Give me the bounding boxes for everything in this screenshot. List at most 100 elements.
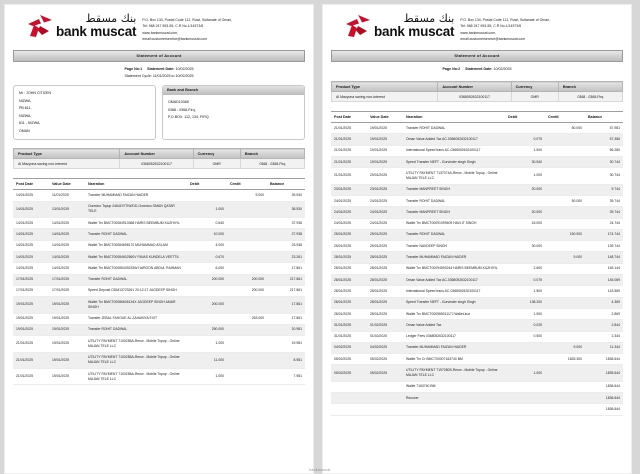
table-row: 19/01/2025 19/01/2025 Transfer ROHIT DADWA… [13, 324, 305, 337]
cell-balance: 27.938 [267, 228, 305, 241]
table-row: 28/01/2025 28/01/2025 Wallet Trx BMCT00094… [331, 263, 623, 276]
table-row: 14/01/2025 14/01/2025 Wallet Trx BMCT00085… [13, 262, 305, 275]
table-row: 17/01/2025 17/01/2025 Transfer ROHIT DADWA… [13, 274, 305, 286]
cell-value-date: 19/01/2025 [367, 156, 403, 169]
cell-debit: 0.075 [505, 133, 545, 146]
cell-narration: Ledger Fees 0368052632100117 [403, 331, 505, 343]
cell-value-date: 23/01/2025 [367, 184, 403, 196]
cell-post-date: 31/01/2025 [331, 319, 367, 332]
cell-post-date: 14/01/2025 [13, 217, 49, 230]
cell-narration: UTILITY PAYMENT 7100285A-Renw - Mobile T… [85, 368, 187, 386]
cell-debit: 2.600 [505, 263, 545, 276]
col-account-number: Account Number [437, 81, 512, 93]
cell-credit [545, 167, 585, 185]
cell-debit: 1.500 [505, 145, 545, 157]
cell-credit [227, 296, 267, 314]
transactions-body-page-2: 21/01/2025 19/01/2025 Transfer ROHIT DADWA… [331, 122, 623, 416]
cell-narration: UTILITY PAYMENT 7100285A-Renw - Mobile T… [85, 352, 187, 369]
cell-debit: 1.000 [187, 201, 227, 219]
product-summary-table-2: Product Type Account Number Currency Bra… [330, 81, 624, 103]
cell-balance: 11.344 [585, 342, 623, 355]
branch-line-3: P.O.BOX: 112, 134, FIRQ [168, 115, 209, 120]
cell-narration: Recover [403, 392, 505, 405]
cell-credit [545, 381, 585, 394]
cell-debit: 200.000 [187, 274, 227, 286]
cell-balance: 30.744 [585, 167, 623, 185]
logo-english: bank muscat [56, 24, 137, 39]
cell-value-date: 17/01/2025 [49, 285, 85, 298]
bank-branch-lines: OMAD10368 0368 - 0368-Firq, P.O.BOX: 112… [163, 95, 304, 126]
cell-balance: 217.861 [267, 274, 305, 286]
cell-post-date: 14/01/2025 [13, 251, 49, 264]
cell-debit [505, 122, 545, 135]
logo-text-2: بنك مسقط bank muscat [374, 13, 455, 39]
table-row: 21/01/2025 19/01/2025 Oman Value Added Tax… [331, 133, 623, 146]
customer-line-6: OMAN [19, 128, 30, 133]
cell-balance: 1835.644 [585, 364, 623, 382]
cell-post-date: 04/02/2025 [331, 342, 367, 355]
statement-date-value: 10/02/2025 [493, 66, 512, 71]
cell-debit: 1.000 [187, 335, 227, 353]
cell-credit [545, 331, 585, 343]
cell-debit: 138.200 [505, 297, 545, 309]
table-row: 05/02/2025 05/02/2025 Wallet Trx Cr BMCT00… [331, 353, 623, 366]
col-credit: Credit [545, 111, 585, 124]
cell-value-date: 25/01/2025 [367, 240, 403, 253]
cell-post-date: 19/01/2025 [13, 313, 49, 325]
cell-balance: 17.861 [267, 296, 305, 314]
cell-balance: 1836.644 [585, 392, 623, 405]
cell-value-date: 14/01/2025 [49, 251, 85, 264]
cell-value-date: 24/01/2025 [367, 195, 403, 208]
cell-value-date: 05/02/2025 [367, 353, 403, 366]
cell-account-number: 0368052632100117 [119, 158, 194, 170]
cell-balance: 56.280 [585, 145, 623, 157]
cell-post-date: 14/01/2025 [13, 240, 49, 252]
cell-balance: 145.144 [585, 263, 623, 276]
table-row: 28/01/2025 28/01/2025 Speed Transfer NEFT … [331, 297, 623, 309]
cell-value-date: 14/01/2025 [49, 240, 85, 252]
col-post-date: Post Date [331, 111, 367, 124]
cell-post-date: 21/01/2025 [331, 145, 367, 157]
cell-value-date: 13/01/2025 [49, 201, 85, 219]
contact-line-3: www.bankmuscat.com, [142, 30, 179, 35]
customer-line-5: 611 - NIZWA, [19, 121, 41, 126]
table-row: 14/01/2025 14/01/2025 Wallet Trx BMCT00084… [13, 217, 305, 230]
cell-value-date: 28/01/2025 [367, 263, 403, 276]
cell-balance: 39.530 [267, 189, 305, 202]
cell-balance: 8.981 [267, 352, 305, 369]
bank-contact-block: P.O. Box 134, Postal Code 112, Ruwi, Sul… [142, 13, 305, 43]
cell-narration: Wallet Trx BMCT00085439233W HAROON ABDUL… [85, 262, 187, 275]
branch-line-2: 0368 - 0368-Firq, [168, 107, 196, 112]
cell-narration: Wallet Trx Cr BMCT00007163740 BM [403, 353, 505, 366]
cell-debit: 1.500 [505, 285, 545, 298]
cell-post-date: 21/01/2025 [13, 368, 49, 386]
table-row: 31/01/2025 01/02/2025 Oman Value Added Tax… [331, 319, 623, 332]
table-row: 04/02/2025 04/02/2025 Transfer MUHAMMAD FA… [331, 342, 623, 355]
cell-debit: 30.000 [505, 240, 545, 253]
statement-title-band-2: Statement of Account [331, 49, 623, 62]
cell-value-date: 24/01/2025 [367, 206, 403, 219]
cell-narration: Wallet 7163740 BM [403, 381, 505, 394]
statement-cycle-label: Statement Cycle: [124, 74, 152, 79]
cell-debit: 0.075 [505, 274, 545, 287]
table-row: 24/01/2025 24/01/2025 Transfer MANPREET SI… [331, 206, 623, 219]
table-row: 28/01/2025 28/01/2025 International Speed … [331, 285, 623, 298]
cell-narration: Transfer JEBAL FAHOUE AL ZAHABIYA EXIT [85, 313, 187, 325]
cell-post-date [331, 403, 367, 416]
cell-value-date [367, 392, 403, 405]
page-number-label: Page No:2 [442, 66, 461, 71]
cell-debit [187, 313, 227, 325]
cell-post-date: 21/01/2025 [331, 156, 367, 169]
transactions-header-row: Post Date Value Date Narration Debit Cre… [13, 178, 305, 191]
customer-line-4: NIZWA, [19, 113, 32, 118]
bank-logo: بنك مسقط bank muscat [13, 13, 137, 39]
cell-narration: Transfer MUHAMMAD FAIZAN HAIDER [403, 342, 505, 355]
cell-credit [227, 335, 267, 353]
cell-currency: OMR [510, 91, 559, 103]
col-narration: Narration [85, 178, 187, 191]
cell-narration [403, 403, 505, 416]
cell-value-date: 19/01/2025 [367, 122, 403, 135]
bank-muscat-logo-icon [28, 14, 52, 37]
cell-balance: 174.744 [585, 229, 623, 242]
table-row: 28/01/2025 28/01/2025 Transfer MUHAMMAD FA… [331, 251, 623, 264]
